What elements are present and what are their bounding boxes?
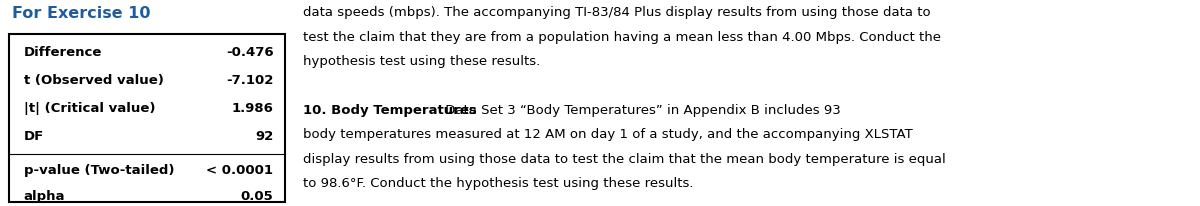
Text: DF: DF [24,129,43,142]
Text: test the claim that they are from a population having a mean less than 4.00 Mbps: test the claim that they are from a popu… [304,30,941,43]
Text: alpha: alpha [24,189,65,202]
Text: display results from using those data to test the claim that the mean body tempe: display results from using those data to… [304,152,946,165]
Text: 92: 92 [256,129,274,142]
Text: -0.476: -0.476 [226,46,274,59]
Text: 1.986: 1.986 [232,101,274,114]
Text: p-value (Two-tailed): p-value (Two-tailed) [24,163,174,176]
FancyBboxPatch shape [8,35,286,202]
Text: -7.102: -7.102 [226,73,274,86]
Text: to 98.6°F. Conduct the hypothesis test using these results.: to 98.6°F. Conduct the hypothesis test u… [304,176,694,189]
Text: |t| (Critical value): |t| (Critical value) [24,101,155,114]
Text: < 0.0001: < 0.0001 [206,163,274,176]
Text: 10. Body Temperatures: 10. Body Temperatures [304,103,476,116]
Text: Difference: Difference [24,46,102,59]
Text: Data Set 3 “Body Temperatures” in Appendix B includes 93: Data Set 3 “Body Temperatures” in Append… [440,103,840,116]
Text: t (Observed value): t (Observed value) [24,73,163,86]
Text: 0.05: 0.05 [241,189,274,202]
Text: hypothesis test using these results.: hypothesis test using these results. [304,55,540,68]
Text: data speeds (mbps). The accompanying TI-83/84 Plus display results from using th: data speeds (mbps). The accompanying TI-… [304,6,931,19]
Text: For Exercise 10: For Exercise 10 [12,6,150,21]
Text: body temperatures measured at 12 AM on day 1 of a study, and the accompanying XL: body temperatures measured at 12 AM on d… [304,128,913,141]
